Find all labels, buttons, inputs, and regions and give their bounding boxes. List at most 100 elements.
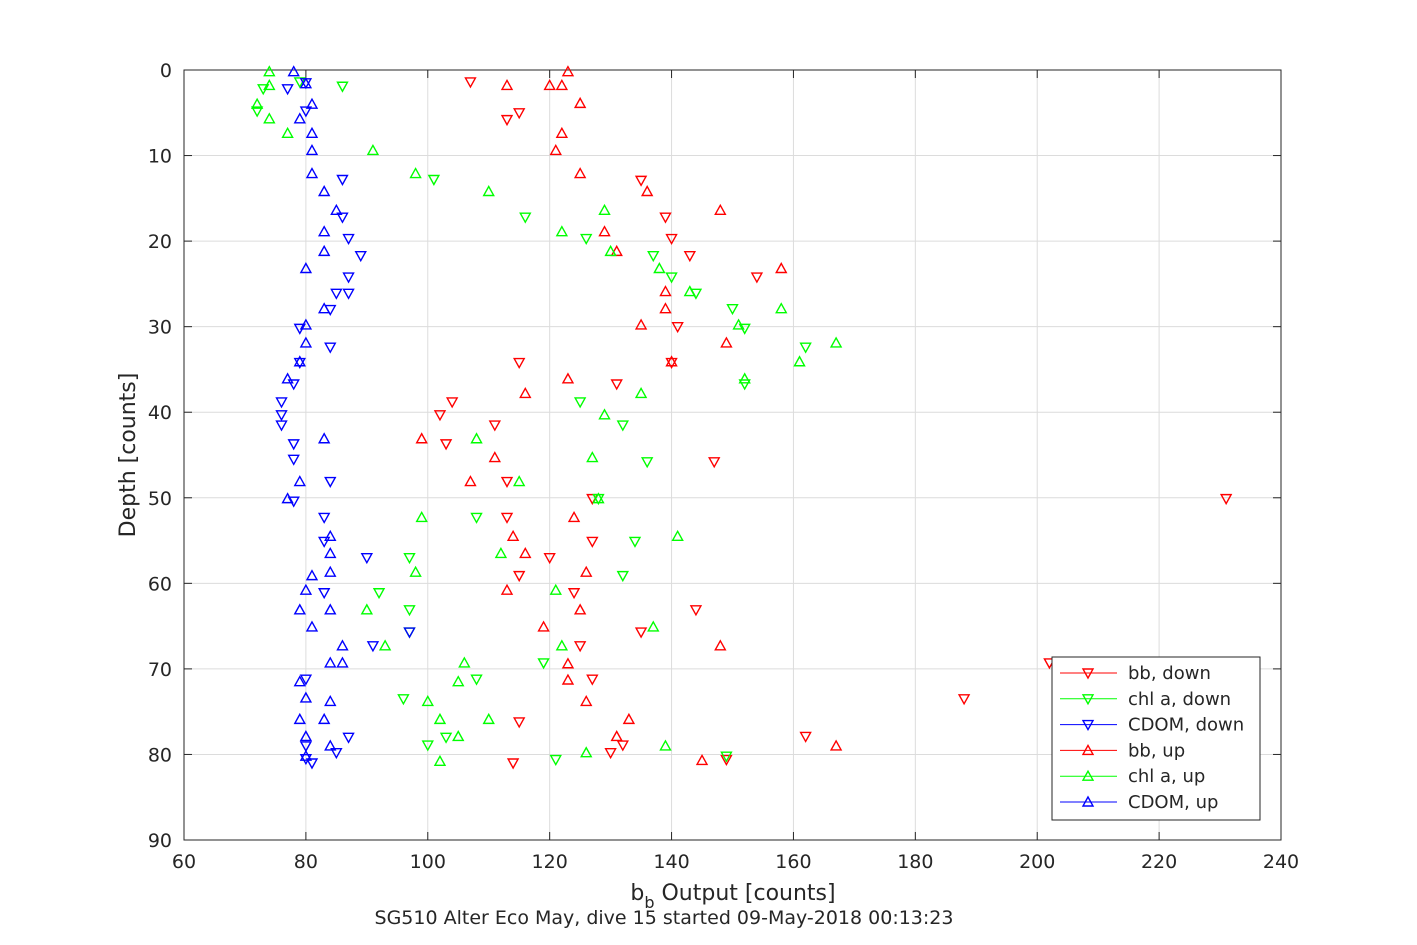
data-point xyxy=(799,731,812,743)
data-point xyxy=(305,167,319,179)
data-point xyxy=(281,372,294,384)
data-point xyxy=(573,96,587,109)
data-point xyxy=(732,318,745,330)
data-point xyxy=(561,65,575,77)
legend-label: CDOM, down xyxy=(1128,715,1244,736)
data-point xyxy=(336,212,349,224)
data-point xyxy=(287,439,300,451)
data-point xyxy=(683,250,697,263)
data-point xyxy=(317,536,331,548)
data-point xyxy=(263,78,276,91)
data-point xyxy=(324,694,337,707)
data-point xyxy=(299,336,313,348)
series-2 xyxy=(275,78,416,770)
data-point xyxy=(598,203,611,216)
data-point xyxy=(324,739,337,751)
data-point xyxy=(293,112,306,124)
data-point xyxy=(366,641,380,653)
legend-marker xyxy=(1081,795,1095,807)
legend-marker xyxy=(1081,694,1095,706)
legend-label: CDOM, up xyxy=(1128,792,1218,813)
legend-marker xyxy=(1081,719,1095,732)
data-point xyxy=(464,77,477,89)
data-point xyxy=(482,185,495,197)
x-axis-label-main: b xyxy=(630,881,644,906)
data-point xyxy=(324,529,337,541)
data-point xyxy=(470,512,483,524)
data-point xyxy=(665,272,678,284)
data-point xyxy=(330,203,343,216)
data-point xyxy=(573,641,587,653)
data-point xyxy=(305,143,319,156)
x-tick-label: 200 xyxy=(1019,851,1055,873)
data-point xyxy=(647,620,660,632)
data-point xyxy=(573,167,587,179)
data-point xyxy=(604,748,617,760)
x-axis-label-rest: Output [counts] xyxy=(655,881,836,906)
data-point xyxy=(299,262,313,274)
data-point xyxy=(506,529,520,541)
data-point xyxy=(336,639,349,651)
y-tick-label: 20 xyxy=(148,231,172,253)
data-point xyxy=(299,583,313,595)
data-point xyxy=(281,492,294,504)
data-point xyxy=(342,732,355,744)
data-point xyxy=(299,741,313,753)
data-point xyxy=(665,233,678,245)
data-point xyxy=(555,78,569,91)
data-point xyxy=(324,603,337,615)
x-tick-label: 100 xyxy=(410,851,446,873)
data-point xyxy=(427,174,441,186)
data-point xyxy=(622,712,636,725)
data-point xyxy=(653,262,666,274)
data-point xyxy=(616,420,629,432)
data-point xyxy=(354,250,367,263)
data-point xyxy=(513,717,526,729)
data-point xyxy=(336,656,349,668)
data-point xyxy=(433,712,447,725)
legend-marker xyxy=(1081,668,1095,680)
data-point xyxy=(549,143,562,156)
data-point xyxy=(330,748,343,760)
data-point xyxy=(324,476,337,488)
data-point xyxy=(659,739,672,751)
y-tick-label: 50 xyxy=(148,488,172,510)
data-point xyxy=(634,175,648,187)
data-point xyxy=(957,694,971,706)
data-point xyxy=(299,691,313,703)
data-point xyxy=(317,432,331,444)
data-point xyxy=(470,432,483,444)
data-point xyxy=(519,386,532,399)
data-point xyxy=(378,639,392,651)
data-point xyxy=(433,754,447,766)
data-point xyxy=(317,512,331,524)
data-point xyxy=(513,108,526,120)
data-point xyxy=(275,397,288,409)
data-point xyxy=(263,112,276,124)
data-point xyxy=(500,78,514,91)
caption: SG510 Alter Eco May, dive 15 started 09-… xyxy=(375,907,954,929)
data-point xyxy=(299,106,313,118)
data-point xyxy=(567,588,581,600)
data-point xyxy=(610,730,623,742)
data-point xyxy=(592,492,605,504)
data-point xyxy=(640,185,654,197)
data-point xyxy=(506,758,520,770)
data-point xyxy=(299,730,313,742)
data-point xyxy=(305,126,319,139)
data-point xyxy=(543,78,556,91)
data-point xyxy=(287,379,300,391)
data-point xyxy=(775,262,788,274)
data-point xyxy=(671,321,684,334)
data-point xyxy=(293,712,306,725)
data-point xyxy=(324,546,337,559)
data-point xyxy=(537,620,550,632)
x-tick-label: 120 xyxy=(532,851,568,873)
data-markers xyxy=(250,65,1233,770)
data-point xyxy=(610,379,623,391)
data-point xyxy=(616,570,629,583)
axis-ticks: 60 80 100 120 140 160 180 200 220 240 0 10 20 30 40 50 6… xyxy=(148,60,1299,873)
data-point xyxy=(330,288,343,300)
data-point xyxy=(634,627,648,639)
series-3 xyxy=(415,65,843,766)
